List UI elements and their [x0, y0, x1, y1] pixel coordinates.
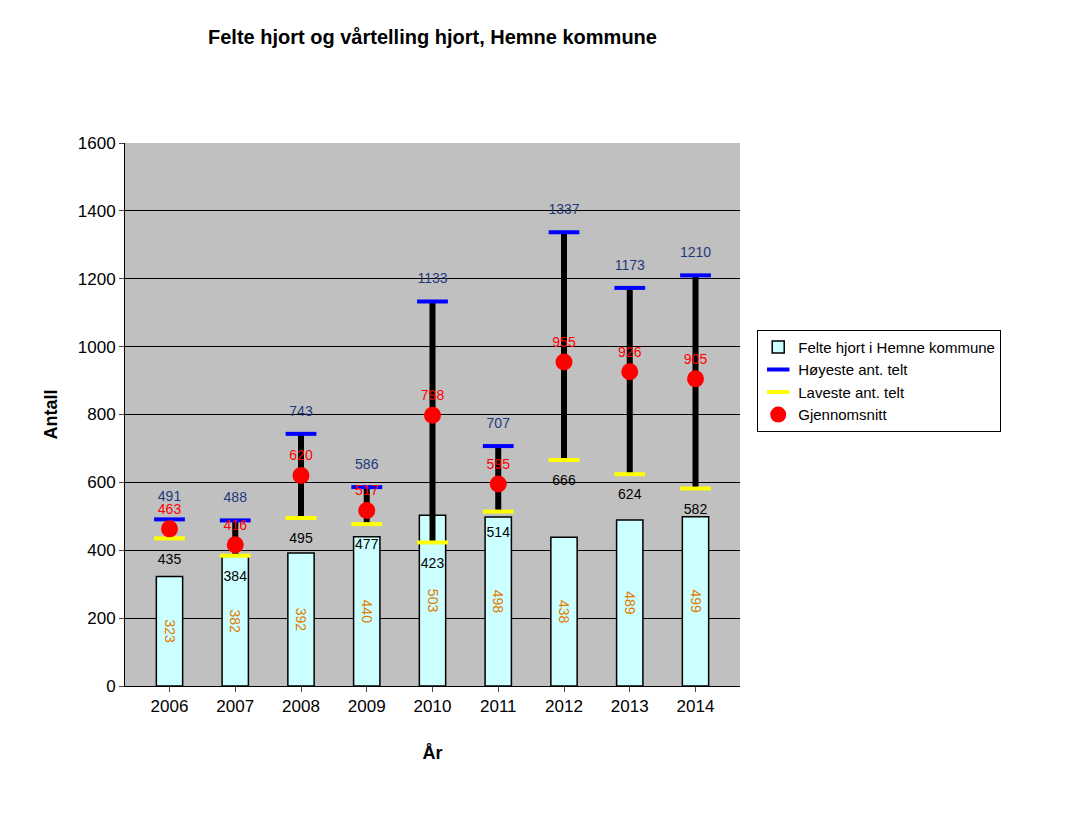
svg-text:1210: 1210 [680, 244, 711, 260]
svg-text:1000: 1000 [78, 338, 116, 357]
svg-text:2011: 2011 [480, 697, 517, 716]
svg-text:666: 666 [552, 472, 576, 488]
svg-text:926: 926 [618, 344, 642, 360]
svg-text:955: 955 [552, 334, 576, 350]
svg-text:495: 495 [289, 530, 313, 546]
svg-text:323: 323 [162, 619, 178, 643]
svg-text:2009: 2009 [348, 697, 386, 716]
svg-text:800: 800 [87, 405, 115, 424]
svg-text:År: År [422, 743, 442, 763]
svg-text:1400: 1400 [78, 202, 116, 221]
svg-text:905: 905 [684, 351, 708, 367]
svg-text:382: 382 [227, 609, 243, 633]
svg-text:438: 438 [556, 600, 572, 624]
svg-text:498: 498 [490, 590, 506, 614]
svg-text:2013: 2013 [611, 697, 649, 716]
svg-text:595: 595 [487, 456, 511, 472]
svg-text:624: 624 [618, 486, 642, 502]
svg-text:Felte hjort i Hemne kommune: Felte hjort i Hemne kommune [798, 339, 995, 356]
svg-text:423: 423 [421, 555, 445, 571]
svg-text:798: 798 [421, 387, 445, 403]
svg-text:416: 416 [224, 517, 248, 533]
svg-text:400: 400 [87, 541, 115, 560]
svg-text:392: 392 [293, 608, 309, 632]
svg-text:Gjennomsnitt: Gjennomsnitt [798, 406, 887, 423]
svg-text:2007: 2007 [216, 697, 254, 716]
svg-text:2012: 2012 [545, 697, 583, 716]
svg-text:1133: 1133 [417, 270, 447, 286]
svg-text:514: 514 [487, 524, 511, 540]
svg-text:620: 620 [289, 447, 313, 463]
svg-text:2010: 2010 [414, 697, 452, 716]
svg-text:491: 491 [158, 488, 182, 504]
svg-text:517: 517 [355, 482, 379, 498]
svg-text:499: 499 [688, 590, 704, 614]
svg-text:463: 463 [158, 501, 182, 517]
svg-text:1337: 1337 [548, 201, 579, 217]
svg-text:384: 384 [224, 568, 248, 584]
svg-text:0: 0 [106, 677, 115, 696]
svg-text:200: 200 [87, 609, 115, 628]
svg-text:586: 586 [355, 456, 379, 472]
svg-text:1200: 1200 [78, 270, 116, 289]
svg-text:Felte hjort og vårtelling hjor: Felte hjort og vårtelling hjort, Hemne k… [208, 26, 657, 48]
svg-text:Antall: Antall [41, 389, 61, 439]
svg-text:489: 489 [622, 591, 638, 615]
svg-text:2008: 2008 [282, 697, 320, 716]
svg-text:2014: 2014 [677, 697, 715, 716]
svg-text:477: 477 [355, 536, 379, 552]
svg-text:1173: 1173 [615, 257, 645, 273]
svg-text:Høyeste ant. telt: Høyeste ant. telt [798, 361, 908, 378]
svg-text:2006: 2006 [151, 697, 189, 716]
svg-text:503: 503 [425, 589, 441, 613]
svg-text:Laveste ant. telt: Laveste ant. telt [798, 384, 905, 401]
svg-text:488: 488 [224, 489, 248, 505]
svg-text:743: 743 [289, 403, 313, 419]
svg-text:600: 600 [87, 473, 115, 492]
svg-text:582: 582 [684, 501, 708, 517]
svg-text:440: 440 [359, 600, 375, 624]
svg-text:707: 707 [487, 415, 511, 431]
svg-text:1600: 1600 [78, 134, 116, 153]
svg-text:435: 435 [158, 551, 182, 567]
